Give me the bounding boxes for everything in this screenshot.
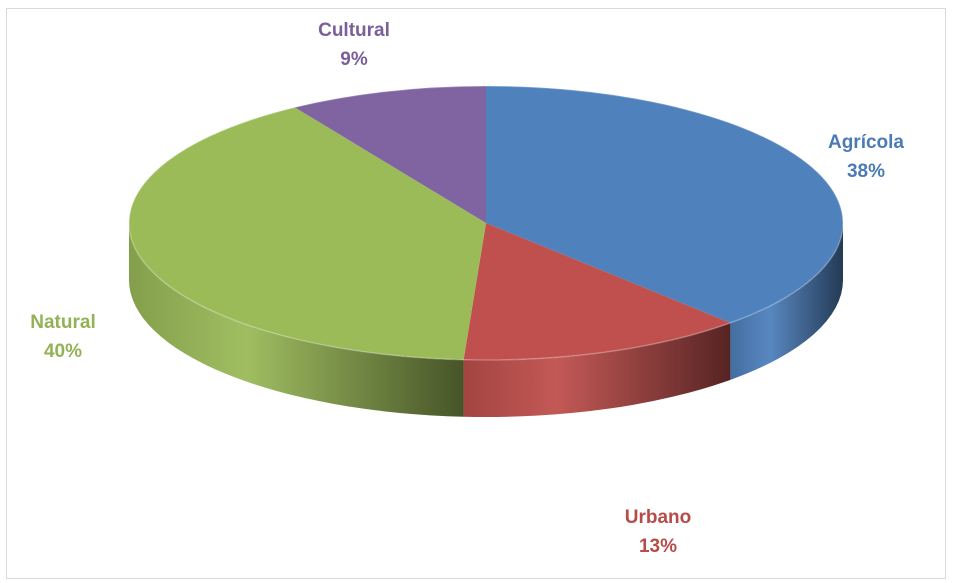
- pie-rim: [128, 85, 844, 361]
- slice-natural: [128, 107, 486, 360]
- slice-sides: [129, 223, 843, 417]
- label-urbano-percent: 13%: [639, 536, 677, 557]
- label-agricola-name: Agrícola: [828, 132, 904, 153]
- slice-side-urbano: [463, 322, 731, 417]
- label-natural-name: Natural: [30, 312, 95, 333]
- slice-side-natural: [129, 223, 464, 417]
- slice-labels: Agrícola 38% Urbano 13% Natural 40% Cultural 9%: [30, 20, 904, 557]
- slice-urbano: [463, 223, 731, 361]
- slice-cultural: [294, 86, 486, 223]
- label-urbano-name: Urbano: [625, 507, 692, 528]
- slice-side-agricola: [730, 223, 843, 380]
- slice-tops: [128, 85, 844, 361]
- label-cultural-name: Cultural: [318, 20, 390, 41]
- label-natural-percent: 40%: [44, 341, 82, 362]
- slice-agricola: [486, 86, 843, 323]
- label-cultural-percent: 9%: [340, 49, 368, 70]
- label-agricola-percent: 38%: [847, 161, 885, 182]
